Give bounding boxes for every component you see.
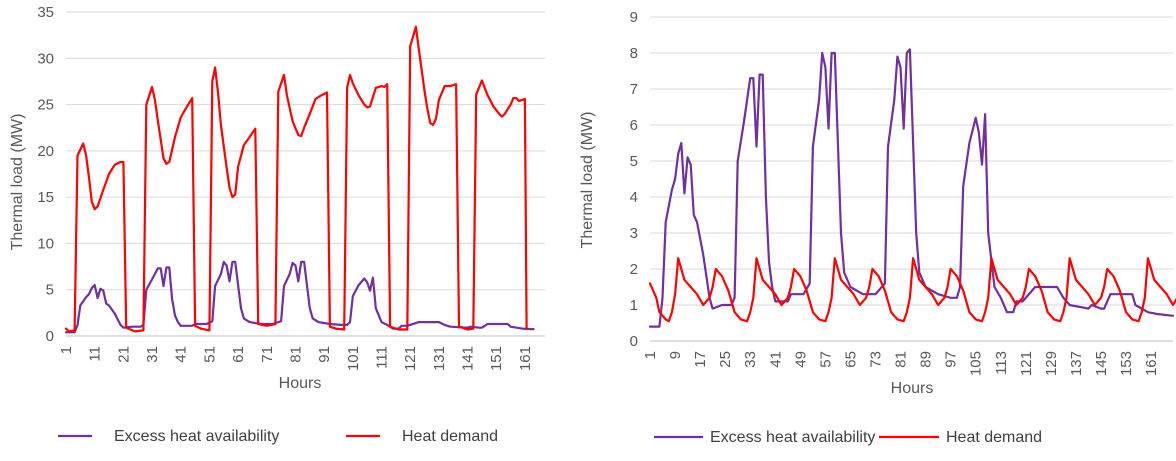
x-tick-label: 71 <box>259 346 276 363</box>
x-tick-label: 31 <box>144 346 161 363</box>
x-tick-label: 1 <box>58 346 75 354</box>
x-tick-label: 81 <box>287 346 304 363</box>
series-line-excess-heat <box>648 48 1175 328</box>
x-axis-title: Hours <box>891 380 934 397</box>
x-tick-label: 131 <box>431 346 448 371</box>
y-tick-label: 5 <box>46 282 54 299</box>
x-tick-label: 41 <box>173 346 190 363</box>
series-line-heat-demand <box>648 257 1176 323</box>
x-tick-label: 129 <box>1043 351 1060 376</box>
y-tick-label: 35 <box>37 4 54 21</box>
x-tick-label: 113 <box>993 351 1010 375</box>
x-tick-label: 57 <box>817 351 834 368</box>
y-tick-label: 6 <box>630 117 638 134</box>
legend-label-excess-heat: Excess heat availability <box>114 428 279 445</box>
x-tick-label: 161 <box>517 346 534 371</box>
legend-label-heat-demand: Heat demand <box>402 428 498 445</box>
x-tick-label: 41 <box>767 351 784 368</box>
legend-label-heat-demand: Heat demand <box>946 429 1042 446</box>
series-line-heat-demand <box>64 25 528 333</box>
y-axis-title: Thermal load (MW) <box>579 112 596 249</box>
legend-label-excess-heat: Excess heat availability <box>710 429 875 446</box>
x-tick-label: 33 <box>742 351 759 368</box>
x-tick-label: 151 <box>488 346 505 371</box>
x-tick-label: 153 <box>1118 351 1135 376</box>
x-tick-label: 137 <box>1068 351 1085 376</box>
y-tick-label: 3 <box>630 225 638 242</box>
series-line-excess-heat <box>64 260 535 334</box>
x-tick-label: 9 <box>667 351 684 359</box>
y-tick-label: 0 <box>46 328 54 345</box>
x-tick-label: 111 <box>374 346 391 369</box>
x-tick-label: 51 <box>201 346 218 363</box>
x-tick-label: 121 <box>402 346 419 371</box>
x-tick-label: 145 <box>1093 351 1110 376</box>
y-tick-label: 30 <box>37 50 54 67</box>
y-tick-label: 9 <box>630 9 638 26</box>
y-tick-label: 7 <box>630 81 638 98</box>
y-tick-label: 1 <box>630 297 638 314</box>
x-tick-label: 25 <box>717 351 734 368</box>
y-axis-title: Thermal load (MW) <box>9 114 26 251</box>
x-tick-label: 101 <box>345 346 362 371</box>
y-tick-label: 0 <box>630 333 638 350</box>
y-tick-label: 5 <box>630 153 638 170</box>
y-tick-label: 8 <box>630 45 638 62</box>
x-tick-label: 97 <box>943 351 960 368</box>
x-tick-label: 81 <box>893 351 910 368</box>
x-tick-label: 1 <box>642 351 659 359</box>
y-tick-label: 15 <box>37 189 54 206</box>
x-tick-label: 65 <box>842 351 859 368</box>
x-tick-label: 11 <box>87 346 104 362</box>
x-tick-label: 21 <box>115 346 132 363</box>
y-tick-label: 2 <box>630 261 638 278</box>
y-tick-label: 4 <box>630 189 638 206</box>
x-tick-label: 49 <box>792 351 809 368</box>
x-tick-label: 105 <box>968 351 985 376</box>
x-tick-label: 141 <box>460 346 477 371</box>
x-tick-label: 73 <box>867 351 884 368</box>
y-tick-label: 25 <box>37 97 54 114</box>
x-tick-label: 17 <box>692 351 709 368</box>
y-tick-label: 10 <box>37 235 54 252</box>
y-tick-label: 20 <box>37 143 54 160</box>
x-tick-label: 161 <box>1143 351 1160 376</box>
x-tick-label: 121 <box>1018 351 1035 376</box>
x-tick-label: 89 <box>918 351 935 368</box>
x-tick-label: 91 <box>316 346 333 363</box>
x-axis-title: Hours <box>279 375 322 392</box>
x-tick-label: 61 <box>230 346 247 363</box>
